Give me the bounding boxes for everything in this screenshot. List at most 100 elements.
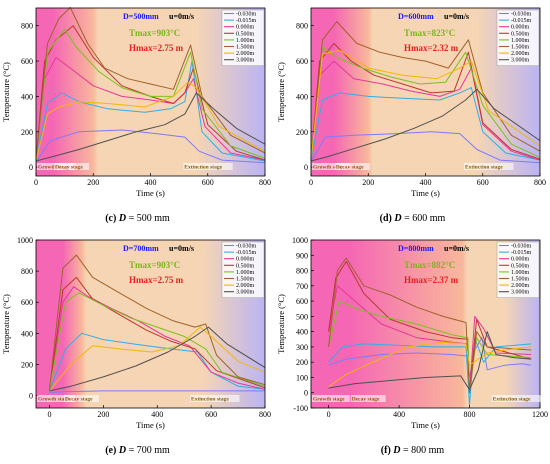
x-tick-label: 400: [151, 410, 163, 419]
panel-caption: (f) D = 800 mm: [381, 445, 445, 456]
x-tick-label: 600: [202, 178, 214, 187]
legend-label: -0.030m: [511, 244, 531, 250]
y-tick-label: 400: [296, 328, 308, 337]
x-tick-label: 400: [393, 410, 405, 419]
legend-label: 2.000m: [511, 283, 530, 289]
y-tick-label: 200: [21, 360, 33, 369]
chart-panel-e: 0 200 400 600 800 0 200 400 600 800 1000 Time (s) Te…: [0, 232, 275, 464]
y-tick-label: 300: [296, 343, 308, 352]
y-tick-label: -100: [293, 404, 308, 413]
y-tick-label: 400: [21, 329, 33, 338]
annotation-d: D=500mm: [123, 12, 159, 21]
stage-label-bg: [464, 163, 514, 170]
legend-label: 2.000m: [236, 283, 255, 289]
y-tick-label: 200: [21, 128, 33, 137]
stage-label-bg: [491, 395, 542, 402]
series-line-0.500m: [328, 260, 532, 394]
y-tick-label: 400: [296, 92, 308, 101]
x-tick-label: 200: [97, 410, 109, 419]
panel-caption: (d) D = 600 mm: [380, 213, 446, 224]
legend-label: -0.015m: [511, 18, 531, 24]
x-axis-label: Time (s): [136, 420, 165, 430]
annotation-hmax: Hmax=2.75 m: [129, 275, 184, 285]
chart-svg: 0 400 800 1200 -100 0 100 200 300 400 500 600 700 800…: [276, 236, 548, 456]
legend-label: 0.000m: [236, 257, 255, 263]
legend-label: -0.015m: [236, 18, 256, 24]
y-tick-label: 600: [21, 57, 33, 66]
annotation-d: D=700mm: [123, 244, 159, 253]
y-tick-label: 1000: [292, 236, 308, 245]
legend-label: 1.500m: [511, 277, 530, 283]
legend-label: 3.000m: [236, 58, 255, 64]
annotation-u: u=0m/s: [444, 12, 469, 21]
stage-label-bg: [54, 163, 90, 170]
x-tick-label: 0: [327, 410, 331, 419]
series-line-0.500m: [310, 42, 541, 161]
stage-label-2: Extinction stage: [184, 165, 222, 171]
x-axis-label: Time (s): [411, 188, 440, 198]
y-tick-label: 100: [296, 373, 308, 382]
legend-label: 3.000m: [511, 58, 530, 64]
annotation-tmax: Tmax=882°C: [404, 260, 455, 270]
legend-label: 3.000m: [511, 290, 530, 296]
stage-label-1: Decay stage: [55, 165, 83, 171]
y-tick-label: 800: [296, 22, 308, 31]
x-tick-label: 400: [420, 178, 432, 187]
plot-frame: [310, 239, 541, 409]
series-line--0.030m: [49, 390, 265, 393]
series-line-0.500m: [49, 276, 266, 391]
chart-panel-d: 0 200 400 600 800 0 200 400 600 800 Time (s) Temper…: [275, 0, 550, 232]
x-tick-label: 800: [464, 410, 476, 419]
stage-label-bg: [312, 163, 350, 170]
series-line-1.000m: [35, 28, 266, 159]
stage-label-2: Extinction stage: [191, 397, 229, 403]
series-line-1.500m: [310, 21, 541, 159]
chart-svg: 0 200 400 600 800 0 200 400 600 800 Time (s) Temper…: [276, 7, 546, 224]
legend-label: -0.015m: [236, 250, 256, 256]
series-line-1.000m: [328, 300, 532, 394]
annotation-hmax: Hmax=2.32 m: [404, 43, 459, 53]
legend-label: 2.000m: [511, 51, 530, 57]
stage-label-bg: [312, 395, 350, 402]
series-line-1.000m: [49, 292, 266, 390]
series-line-2.000m: [310, 49, 541, 161]
series-line-1.500m: [49, 254, 266, 390]
x-tick-label: 600: [477, 178, 489, 187]
stage-label-1: Decay stage: [65, 397, 93, 403]
y-tick-label: 400: [21, 92, 33, 101]
series-line--0.030m: [35, 129, 266, 164]
y-tick-label: 900: [296, 251, 308, 260]
annotation-hmax: Hmax=2.75 m: [129, 43, 184, 53]
y-tick-label: 500: [296, 312, 308, 321]
panel-caption: (c) D = 500 mm: [105, 213, 170, 224]
legend-label: 1.000m: [511, 270, 530, 276]
legend-label: -0.030m: [236, 244, 256, 250]
legend-box: [221, 241, 265, 298]
x-tick-label: 800: [259, 178, 271, 187]
legend-label: -0.030m: [236, 12, 256, 18]
stage-label-bg: [63, 395, 99, 402]
stage-label-1: Decay stage: [352, 397, 380, 403]
series-line-3.000m: [310, 88, 541, 162]
annotation-d: D=800mm: [398, 244, 434, 253]
y-tick-label: 0: [29, 392, 33, 401]
x-tick-label: 0: [34, 178, 38, 187]
stage-label-bg: [37, 395, 75, 402]
annotation-tmax: Tmax=903°C: [129, 260, 180, 270]
y-tick-label: 800: [21, 22, 33, 31]
x-tick-label: 0: [47, 410, 51, 419]
stage-label-1: Decay stage: [336, 165, 364, 171]
legend-box: [221, 9, 265, 66]
legend-label: 0.000m: [236, 25, 255, 31]
legend-label: 1.500m: [511, 45, 530, 51]
stage-label-0: Growth stage: [313, 397, 345, 403]
legend-label: 0.000m: [511, 257, 530, 263]
legend-label: 1.000m: [236, 270, 255, 276]
annotation-d: D=600mm: [398, 12, 434, 21]
y-tick-label: 200: [296, 128, 308, 137]
series-line-3.000m: [328, 331, 532, 391]
stage-label-bg: [350, 395, 386, 402]
annotation-tmax: Tmax=903°C: [129, 28, 180, 38]
y-tick-label: 0: [29, 163, 33, 172]
y-tick-label: 700: [296, 282, 308, 291]
